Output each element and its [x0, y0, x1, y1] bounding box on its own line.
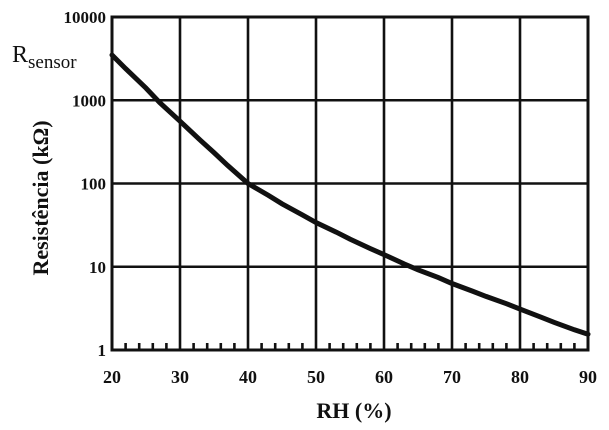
series-layer: [109, 52, 591, 337]
x-tick-label: 90: [579, 367, 597, 387]
x-tick-label: 50: [307, 367, 325, 387]
grid-layer: [110, 15, 590, 352]
rsensor-annotation: Rsensor: [12, 42, 77, 73]
x-tick-label: 30: [171, 367, 189, 387]
minor-ticks-layer: [124, 343, 576, 350]
plot-frame: [110, 15, 590, 352]
x-axis-label: RH (%): [316, 398, 391, 423]
y-tick-label: 1000: [72, 91, 106, 110]
tick-labels-layer: 1 10 100 1000 10000 20 30 40 50 60 70 80 90: [64, 8, 598, 387]
y-tick-label: 10000: [64, 8, 107, 27]
x-tick-label: 20: [103, 367, 121, 387]
y-axis-label: Resistência (kΩ): [28, 120, 53, 275]
y-tick-label: 1: [98, 341, 107, 360]
y-tick-label: 10: [89, 258, 106, 277]
x-tick-label: 40: [239, 367, 257, 387]
y-tick-label: 100: [81, 175, 107, 194]
rsensor-main: R: [12, 42, 28, 68]
x-tick-label: 70: [443, 367, 461, 387]
resistance-curve: [109, 52, 591, 337]
x-tick-label: 80: [511, 367, 529, 387]
x-tick-label: 60: [375, 367, 393, 387]
rsensor-subscript: sensor: [28, 52, 77, 73]
